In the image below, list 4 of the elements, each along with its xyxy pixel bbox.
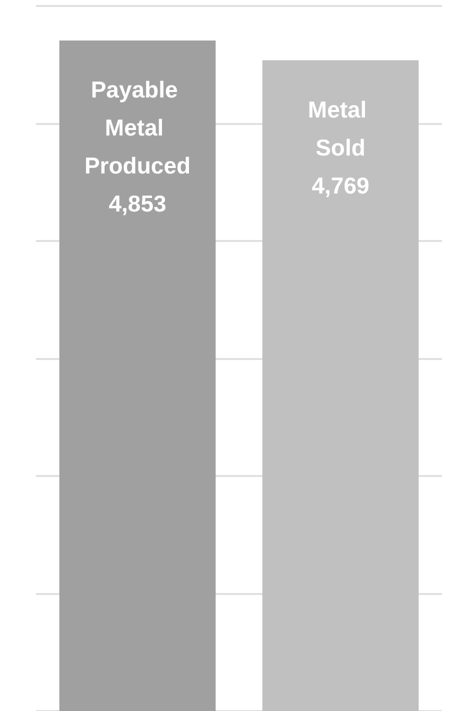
x-tick-label: Payable Metal Produced — [84, 76, 191, 179]
data-label: 4,853 — [108, 190, 166, 217]
x-tick-label: Metal Sold — [308, 96, 374, 160]
data-label: 4,769 — [312, 172, 370, 198]
